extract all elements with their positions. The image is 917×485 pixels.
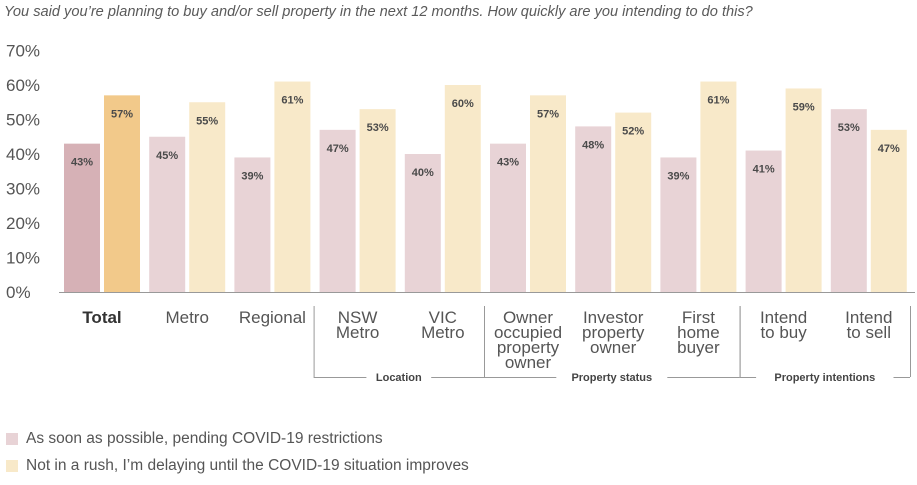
bar [104, 95, 140, 292]
bar-value-label: 41% [753, 164, 775, 176]
legend-item-series1: As soon as possible, pending COVID-19 re… [6, 430, 383, 448]
bar [700, 81, 737, 292]
bar [530, 95, 566, 292]
bar-value-label: 40% [412, 167, 434, 179]
category-label: Intend to sell [845, 308, 892, 342]
y-tick-label: 40% [6, 145, 40, 164]
bar-value-label: 43% [71, 157, 93, 169]
bar-value-label: 47% [327, 143, 349, 155]
group-label: Location [376, 372, 422, 384]
bar [404, 154, 441, 292]
bar-value-label: 59% [793, 101, 815, 113]
bar-value-label: 55% [196, 115, 218, 127]
group-label: Property intentions [774, 372, 875, 384]
bar-value-label: 53% [838, 122, 860, 134]
bar [149, 136, 186, 292]
y-tick-label: 30% [6, 180, 40, 199]
category-label: Regional [239, 308, 306, 327]
bar [444, 85, 481, 292]
bar-value-label: 47% [878, 143, 900, 155]
y-tick-label: 0% [6, 283, 31, 302]
category-label: Intend to buy [760, 308, 807, 342]
legend-item-series2: Not in a rush, I’m delaying until the CO… [6, 457, 469, 475]
bar-value-label: 53% [367, 122, 389, 134]
bar [274, 81, 311, 292]
y-tick-label: 60% [6, 76, 40, 95]
bar [575, 126, 612, 293]
bar [870, 129, 907, 292]
bar [785, 88, 822, 292]
chart-title: You said you’re planning to buy and/or s… [4, 4, 753, 20]
bar [490, 143, 526, 292]
bar-chart: 0% 10% 20% 30% 40% 50% 60% 70% 43% 57% Total 45% 55%… [6, 42, 915, 384]
bar [830, 109, 867, 293]
legend-swatch-series1 [6, 433, 18, 445]
bar-value-label: 43% [497, 157, 519, 169]
bar-value-label: 61% [281, 95, 303, 107]
bar-value-label: 45% [156, 150, 178, 162]
bar-value-label: 60% [452, 98, 474, 110]
bar [189, 102, 226, 292]
bar-value-label: 48% [582, 139, 604, 151]
y-tick-label: 50% [6, 111, 40, 130]
category-label: Metro [165, 308, 208, 327]
category-label: Investor property owner [582, 308, 645, 357]
bar-value-label: 39% [667, 170, 689, 182]
category-label: Owner occupied property owner [494, 308, 562, 372]
y-tick-label: 20% [6, 214, 40, 233]
bar [319, 129, 356, 292]
bar [660, 157, 697, 292]
category-label: NSW Metro [336, 308, 379, 342]
category-label: First home buyer [677, 308, 720, 357]
bar-value-label: 39% [241, 170, 263, 182]
y-tick-label: 10% [6, 249, 40, 268]
y-tick-label: 70% [6, 42, 40, 61]
category-label: VIC Metro [421, 308, 464, 342]
category-label: Total [82, 308, 121, 327]
bar [615, 112, 652, 292]
bar-value-label: 52% [622, 126, 644, 138]
bar [234, 157, 271, 292]
bar [745, 150, 782, 292]
legend-label-series1: As soon as possible, pending COVID-19 re… [26, 430, 383, 447]
legend-swatch-series2 [6, 460, 18, 472]
group-label: Property status [571, 372, 652, 384]
bar [64, 143, 100, 292]
bar-value-label: 61% [707, 95, 729, 107]
bar-value-label: 57% [537, 108, 559, 120]
bar-value-label: 57% [111, 108, 133, 120]
bar [359, 109, 396, 293]
legend-label-series2: Not in a rush, I’m delaying until the CO… [26, 457, 469, 474]
